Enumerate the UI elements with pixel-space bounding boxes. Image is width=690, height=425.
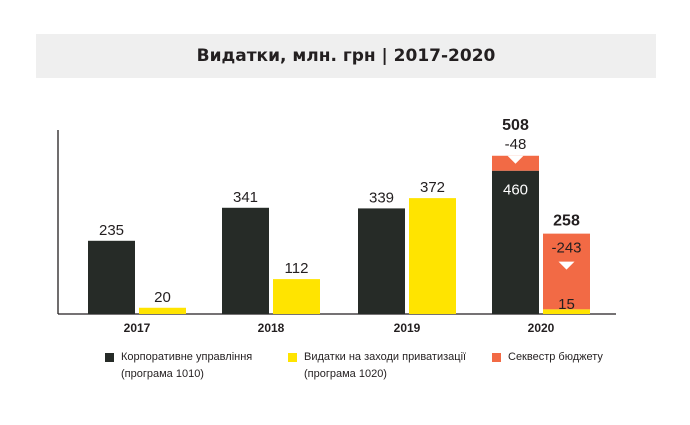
data-label-corporate-2019: 339 [369,189,394,206]
legend-label-corporate: Корпоративне управління [121,351,253,363]
legend-swatch-corporate [105,353,114,362]
bar-privatization-2017 [139,307,186,314]
data-label-privatization-2017: 20 [154,289,171,306]
down-arrow-icon [558,261,575,270]
data-label-corporate-2018: 341 [233,189,258,206]
bar-privatization-2018 [273,279,320,314]
legend-swatch-sequester [492,353,501,362]
down-arrow-icon [507,155,524,164]
x-tick-label-2019: 2019 [394,321,421,335]
data-label-corporate-total-2020: 508 [502,117,529,134]
data-label-corporate-2020: 460 [503,182,528,199]
data-label-privatization-2018: 112 [285,260,309,277]
legend-label-sequester: Секвестр бюджету [508,351,603,363]
bar-corporate-2017 [88,240,135,314]
data-label-privatization-total-2020: 258 [553,213,580,230]
bar-privatization-2019 [409,198,456,314]
legend-sublabel-corporate: (програма 1010) [121,368,204,380]
bar-corporate-2019 [358,208,405,314]
bar-sequester-privatization-2020 [543,233,590,310]
x-tick-label-2017: 2017 [124,321,151,335]
bar-corporate-2018 [222,207,269,314]
bar-privatization-2020 [543,309,590,314]
data-label-privatization-2020: 15 [558,296,575,313]
x-tick-label-2018: 2018 [258,321,285,335]
legend-label-privatization: Видатки на заходи приватизації [304,351,467,363]
x-tick-label-2020: 2020 [528,321,555,335]
data-label-privatization-2019: 372 [420,179,445,196]
legend-sublabel-privatization: (програма 1020) [304,368,387,380]
data-label-corporate-2017: 235 [99,222,124,239]
bar-corporate-2020 [492,170,539,314]
data-label-corporate-cut-2020: -48 [505,136,527,153]
data-label-privatization-cut-2020: -243 [551,240,581,257]
chart-title: Видатки, млн. грн | 2017-2020 [196,46,496,66]
legend-swatch-privatization [288,353,297,362]
title-bar: Видатки, млн. грн | 2017-2020 [36,34,656,78]
